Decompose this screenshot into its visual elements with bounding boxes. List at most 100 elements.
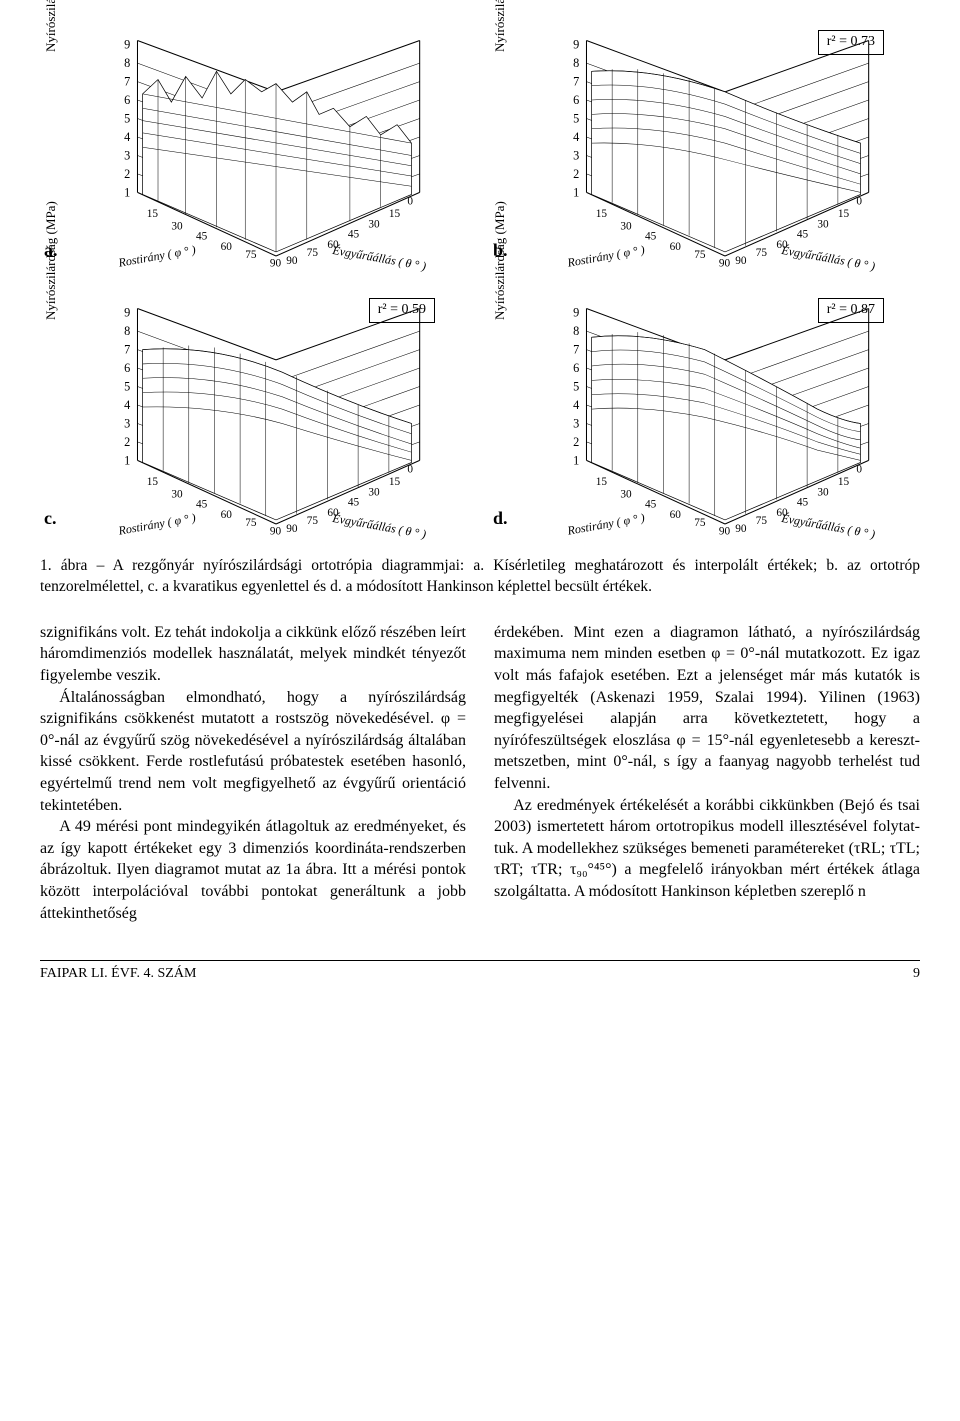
svg-text:75: 75 [694,249,706,261]
figure-grid: Nyírószilárdság (MPa) [40,20,920,538]
svg-text:75: 75 [756,515,768,527]
svg-text:60: 60 [670,509,682,521]
svg-text:90: 90 [270,525,282,537]
svg-text:8: 8 [573,324,579,338]
svg-text:8: 8 [124,324,130,338]
svg-text:5: 5 [124,380,130,394]
paragraph: Az eredmények értékelését a korábbi cikk… [494,795,920,903]
surface-plot-b: 123 456 789 153045 607590 01530 456075 9… [489,20,920,277]
svg-text:45: 45 [196,499,208,511]
svg-text:60: 60 [221,241,233,253]
paragraph: érdekében. Mint ezen a diagramon látható… [494,622,920,795]
svg-text:3: 3 [573,149,579,163]
svg-text:45: 45 [797,497,809,509]
svg-text:0: 0 [856,196,862,208]
svg-text:8: 8 [573,56,579,70]
svg-text:30: 30 [171,488,183,500]
svg-text:1: 1 [124,186,130,200]
svg-text:9: 9 [124,306,130,320]
figure-panel-a: Nyírószilárdság (MPa) [40,20,471,270]
panel-label-c: c. [44,506,57,530]
svg-text:8: 8 [124,56,130,70]
svg-text:75: 75 [245,249,257,261]
figure-caption: 1. ábra – A rezgőnyár nyírószilárdsági o… [40,556,920,598]
svg-text:1: 1 [573,454,579,468]
surface-plot-a: 123 456 789 153045 607590 01530 456075 9… [40,20,471,277]
svg-text:0: 0 [407,196,413,208]
svg-text:1: 1 [573,186,579,200]
svg-text:30: 30 [368,218,380,230]
svg-text:9: 9 [573,38,579,52]
panel-label-d: d. [493,506,508,530]
svg-text:90: 90 [719,525,731,537]
svg-text:0: 0 [407,464,413,476]
svg-text:90: 90 [719,257,731,269]
surface-plot-c: 123 456 789 153045 607590 01530 456075 9… [40,288,471,545]
svg-text:90: 90 [735,255,747,267]
svg-text:4: 4 [573,130,579,144]
svg-text:90: 90 [270,257,282,269]
page-number: 9 [913,965,920,984]
figure-panel-c: Nyírószilárdság (MPa) r² = 0.59 [40,288,471,538]
svg-text:7: 7 [573,343,579,357]
page-footer: FAIPAR LI. ÉVF. 4. SZÁM 9 [40,960,920,984]
svg-text:60: 60 [221,509,233,521]
svg-text:75: 75 [694,517,706,529]
svg-text:75: 75 [756,247,768,259]
svg-text:5: 5 [573,112,579,126]
svg-text:6: 6 [124,361,130,375]
svg-text:30: 30 [817,486,829,498]
svg-text:1: 1 [124,454,130,468]
svg-text:90: 90 [286,255,298,267]
paragraph: szignifikáns volt. Ez tehát indokolja a … [40,622,466,687]
svg-text:7: 7 [573,75,579,89]
svg-text:4: 4 [124,398,130,412]
svg-text:6: 6 [573,93,579,107]
paragraph: Általánosságban elmondható, hogy a nyíró… [40,687,466,817]
svg-text:4: 4 [124,130,130,144]
figure-panel-d: Nyírószilárdság (MPa) r² = 0.87 [489,288,920,538]
svg-text:9: 9 [124,38,130,52]
svg-text:90: 90 [735,523,747,535]
paragraph: A 49 mérési pont mindegyikén átlagol­tuk… [40,816,466,924]
svg-text:3: 3 [124,417,130,431]
svg-text:3: 3 [124,149,130,163]
svg-text:30: 30 [368,486,380,498]
body-text: szignifikáns volt. Ez tehát indokolja a … [40,622,920,924]
svg-text:45: 45 [797,229,809,241]
svg-text:15: 15 [147,476,159,488]
svg-text:15: 15 [596,476,608,488]
svg-text:5: 5 [573,380,579,394]
svg-text:4: 4 [573,398,579,412]
svg-text:75: 75 [245,517,257,529]
svg-text:45: 45 [348,229,360,241]
svg-text:15: 15 [147,208,159,220]
svg-text:45: 45 [348,497,360,509]
journal-name: FAIPAR LI. ÉVF. 4. SZÁM [40,965,196,984]
svg-text:30: 30 [620,488,632,500]
svg-text:75: 75 [307,515,319,527]
svg-text:7: 7 [124,343,130,357]
svg-text:60: 60 [670,241,682,253]
svg-text:6: 6 [573,361,579,375]
svg-text:7: 7 [124,75,130,89]
svg-text:3: 3 [573,417,579,431]
svg-text:0: 0 [856,464,862,476]
svg-text:30: 30 [620,220,632,232]
svg-text:6: 6 [124,93,130,107]
figure-panel-b: Nyírószilárdság (MPa) r² = 0.73 [489,20,920,270]
svg-text:9: 9 [573,306,579,320]
svg-text:45: 45 [645,231,657,243]
svg-text:45: 45 [196,231,208,243]
svg-text:2: 2 [573,435,579,449]
surface-plot-d: 123 456 789 153045 607590 01530 456075 9… [489,288,920,545]
svg-text:90: 90 [286,523,298,535]
svg-text:15: 15 [838,476,850,488]
svg-text:15: 15 [389,208,401,220]
svg-text:2: 2 [124,167,130,181]
svg-text:5: 5 [124,112,130,126]
svg-text:15: 15 [838,208,850,220]
svg-text:30: 30 [171,220,183,232]
svg-text:75: 75 [307,247,319,259]
svg-text:2: 2 [573,167,579,181]
